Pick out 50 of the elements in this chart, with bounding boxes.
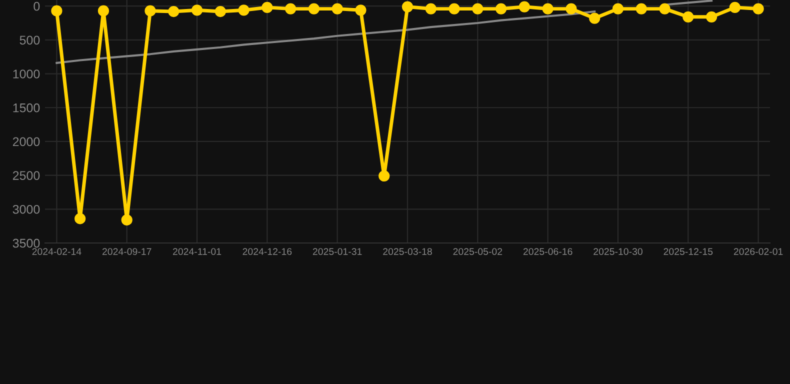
point [262, 2, 273, 13]
point [285, 3, 296, 14]
point [308, 3, 320, 14]
x-tick-label: 2025-03-18 [383, 248, 432, 255]
y-tick-label: 500 [20, 36, 40, 45]
x-tick-label: 2024-02-14 [32, 248, 82, 255]
x-tick-label: 2026-02-01 [734, 248, 783, 255]
point [682, 11, 694, 22]
point [448, 3, 460, 14]
x-tick-label: 2024-11-01 [173, 248, 222, 255]
point [472, 3, 484, 14]
point [659, 3, 670, 14]
point [214, 6, 226, 18]
point [98, 5, 110, 16]
point [402, 1, 414, 12]
x-tick-label: 2025-01-31 [312, 248, 362, 255]
point [752, 3, 764, 14]
point [168, 6, 180, 18]
point [518, 1, 530, 12]
point [378, 170, 390, 182]
x-tick-label: 2025-12-15 [664, 248, 713, 255]
point [144, 5, 156, 16]
point [542, 3, 554, 14]
y-tick-label: 0 [34, 2, 40, 11]
point [355, 4, 366, 16]
point [729, 2, 740, 13]
x-tick-label: 2024-09-17 [102, 248, 152, 255]
point [121, 214, 132, 226]
x-tick-label: 2025-06-16 [523, 248, 572, 255]
y-tick-label: 2500 [12, 171, 40, 180]
x-tick-label: 2025-05-02 [453, 248, 502, 255]
point [74, 213, 86, 224]
point [566, 3, 577, 14]
point [706, 11, 718, 22]
x-tick-label: 2025-10-30 [594, 248, 642, 255]
x-tick-label: 2024-12-16 [242, 248, 292, 255]
y-tick-label: 2000 [12, 137, 40, 146]
point [238, 4, 250, 16]
point [636, 3, 647, 14]
y-tick-label: 3500 [12, 238, 40, 248]
y-tick-label: 3000 [12, 204, 40, 214]
point [332, 3, 343, 14]
point [51, 5, 62, 16]
point [495, 3, 507, 14]
y-tick-label: 1500 [13, 103, 40, 112]
point [425, 3, 436, 14]
point [589, 12, 600, 24]
y-tick-label: 1000 [13, 70, 40, 78]
point [612, 3, 624, 14]
point [191, 4, 203, 16]
